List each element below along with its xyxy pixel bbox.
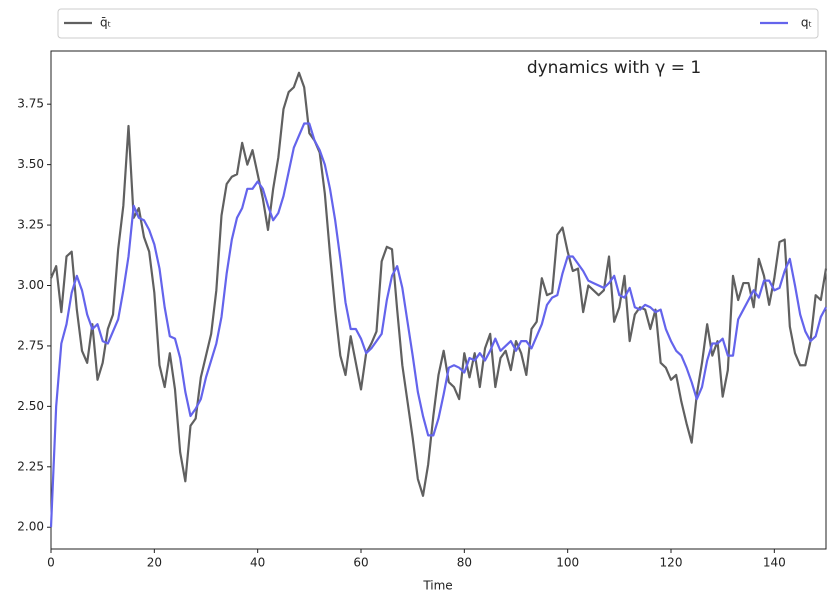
legend <box>57 8 819 39</box>
x-tick-label: 0 <box>47 556 55 570</box>
series-line <box>49 122 827 528</box>
y-tick-label: 2.75 <box>17 338 44 352</box>
y-tick-label: 2.25 <box>17 459 44 473</box>
y-tick-label: 3.75 <box>17 97 44 111</box>
x-tick-label: 20 <box>147 556 162 570</box>
x-tick-label: 60 <box>353 556 368 570</box>
x-tick-label: 120 <box>660 556 683 570</box>
x-tick-label: 40 <box>250 556 265 570</box>
legend-label: q̄ₜ <box>100 16 111 30</box>
y-tick-label: 3.25 <box>17 218 44 232</box>
y-tick-label: 2.50 <box>17 399 44 413</box>
chart-title: dynamics with γ = 1 <box>527 58 701 78</box>
x-tick-label: 140 <box>763 556 786 570</box>
y-tick-label: 3.00 <box>17 278 44 292</box>
y-tick-label: 2.00 <box>17 520 44 534</box>
legend-label: qₜ <box>801 16 812 30</box>
y-tick-label: 3.50 <box>17 157 44 171</box>
x-tick-label: 100 <box>556 556 579 570</box>
series-line <box>49 71 828 497</box>
x-tick-label: 80 <box>457 556 472 570</box>
x-axis-label: Time <box>422 579 452 593</box>
plot-frame <box>50 50 827 550</box>
